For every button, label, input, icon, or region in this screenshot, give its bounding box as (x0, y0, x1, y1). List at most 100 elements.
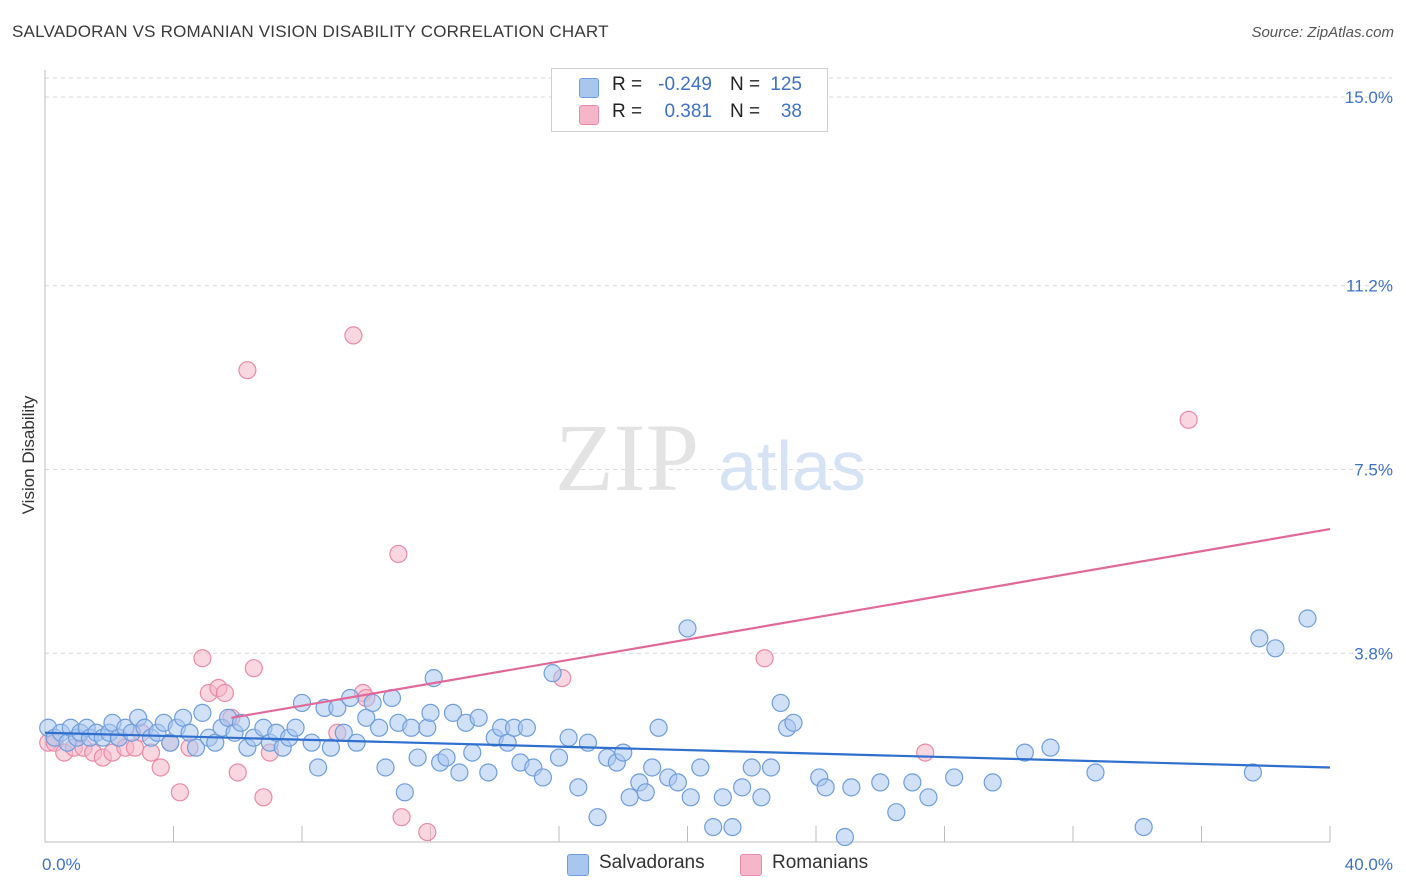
salvadoran-point (479, 763, 498, 782)
salvadoran-point (543, 664, 562, 683)
salvadoran-point (1298, 609, 1317, 628)
salvadoran-point (1041, 738, 1060, 757)
romanians-trendline (231, 528, 1331, 719)
salvadoran-point (1015, 743, 1034, 762)
watermark: ZIP atlas (555, 404, 866, 511)
romanian-point (254, 788, 273, 807)
salvadoran-point (742, 758, 761, 777)
salvadoran-point (678, 619, 697, 638)
romanian-point (344, 326, 363, 345)
salvadoran-point (733, 778, 752, 797)
salvadoran-point (842, 778, 861, 797)
salvadoran-point (816, 778, 835, 797)
watermark-zip: ZIP (555, 404, 699, 511)
salvadoran-point (569, 778, 588, 797)
salvadoran-point (443, 703, 463, 722)
salvadoran-point (421, 703, 440, 722)
salvadoran-point (945, 768, 964, 787)
salvadoran-point (347, 733, 366, 752)
bottom-legend-swatch-romanians (740, 854, 762, 876)
salvadoran-point (871, 773, 890, 792)
salvadoran-point (469, 708, 488, 727)
romanian-point (238, 361, 257, 380)
salvadoran-point (308, 758, 328, 777)
legend-n-value: 125 (770, 74, 802, 95)
salvadoran-point (919, 788, 938, 807)
salvadoran-point (704, 817, 723, 837)
salvadoran-point (668, 773, 687, 792)
salvadoran-point (643, 758, 662, 777)
salvadoran-point (193, 703, 212, 722)
x-tick-label: 40.0% (1345, 855, 1393, 874)
romanian-point (389, 544, 408, 564)
salvadoran-point (517, 718, 536, 737)
salvadoran-point (395, 783, 414, 802)
x-tick-label: 0.0% (42, 855, 81, 874)
salvadoran-point (713, 788, 732, 807)
source-credit: Source: ZipAtlas.com (1251, 24, 1394, 41)
salvadoran-point (1243, 763, 1263, 782)
legend-r-value: 0.381 (664, 101, 712, 122)
chart-title: SALVADORAN VS ROMANIAN VISION DISABILITY… (12, 22, 609, 41)
salvadoran-point (620, 788, 639, 807)
romanian-point (215, 683, 234, 703)
salvadoran-point (761, 758, 781, 777)
salvadoran-point (649, 718, 668, 737)
y-tick-label: 7.5% (1354, 461, 1393, 480)
legend-r-label: R = (612, 74, 643, 95)
romanian-point (755, 649, 774, 668)
trendlines (44, 528, 1331, 769)
salvadoran-point (450, 763, 469, 782)
salvadoran-point (887, 803, 906, 822)
romanian-point (228, 763, 247, 782)
romanian-point (418, 822, 437, 842)
romanian-point (916, 743, 935, 762)
salvadoran-point (231, 713, 251, 732)
salvadoran-point (588, 808, 607, 827)
legend-n-value: 38 (780, 101, 802, 122)
romanian-point (392, 808, 411, 827)
salvadoran-point (286, 718, 305, 737)
legend-swatch-romanians (579, 105, 599, 125)
romanian-point (151, 758, 170, 777)
salvadoran-point (186, 738, 206, 757)
salvadoran-point (983, 773, 1002, 792)
salvadoran-point (1266, 639, 1285, 658)
romanian-point (193, 649, 212, 668)
salvadoran-point (437, 748, 456, 767)
salvadoran-point (771, 693, 790, 713)
salvadoran-point (376, 758, 395, 777)
romanian-point (170, 783, 190, 802)
bottom-legend-swatch-salvadorans (567, 854, 589, 876)
salvadoran-point (1134, 817, 1153, 837)
salvadoran-point (321, 738, 341, 757)
salvadoran-point (691, 758, 710, 777)
salvadoran-point (402, 718, 421, 737)
salvadoran-point (418, 718, 437, 737)
salvadoran-point (835, 827, 855, 847)
y-tick-label: 3.8% (1354, 644, 1393, 663)
salvadoran-point (559, 728, 578, 747)
tick-labels: 3.8% 7.5% 11.2% 15.0% 0.0% 40.0% (42, 88, 1393, 874)
legend-r-label: R = (612, 101, 643, 122)
salvadoran-point (636, 783, 655, 802)
legend-swatch-salvadorans (579, 78, 599, 98)
y-tick-label: 15.0% (1345, 88, 1393, 107)
salvadoran-point (408, 748, 427, 767)
salvadoran-point (549, 748, 569, 767)
salvadoran-point (681, 788, 700, 807)
correlation-legend: R = -0.249 N = 125 R = 0.381 N = 38 (551, 68, 828, 132)
salvadoran-point (463, 743, 482, 762)
y-tick-label: 11.2% (1346, 277, 1393, 296)
salvadoran-point (752, 788, 771, 807)
romanian-point (244, 659, 263, 678)
salvadoran-point (614, 743, 633, 762)
romanian-point (1179, 410, 1198, 429)
legend-r-value: -0.249 (658, 74, 712, 95)
bottom-legend-label-salvadorans: Salvadorans (599, 852, 705, 873)
points (39, 326, 1317, 847)
legend-n-label: N = (730, 74, 761, 95)
salvadoran-point (292, 693, 312, 713)
legend-n-label: N = (730, 101, 761, 122)
